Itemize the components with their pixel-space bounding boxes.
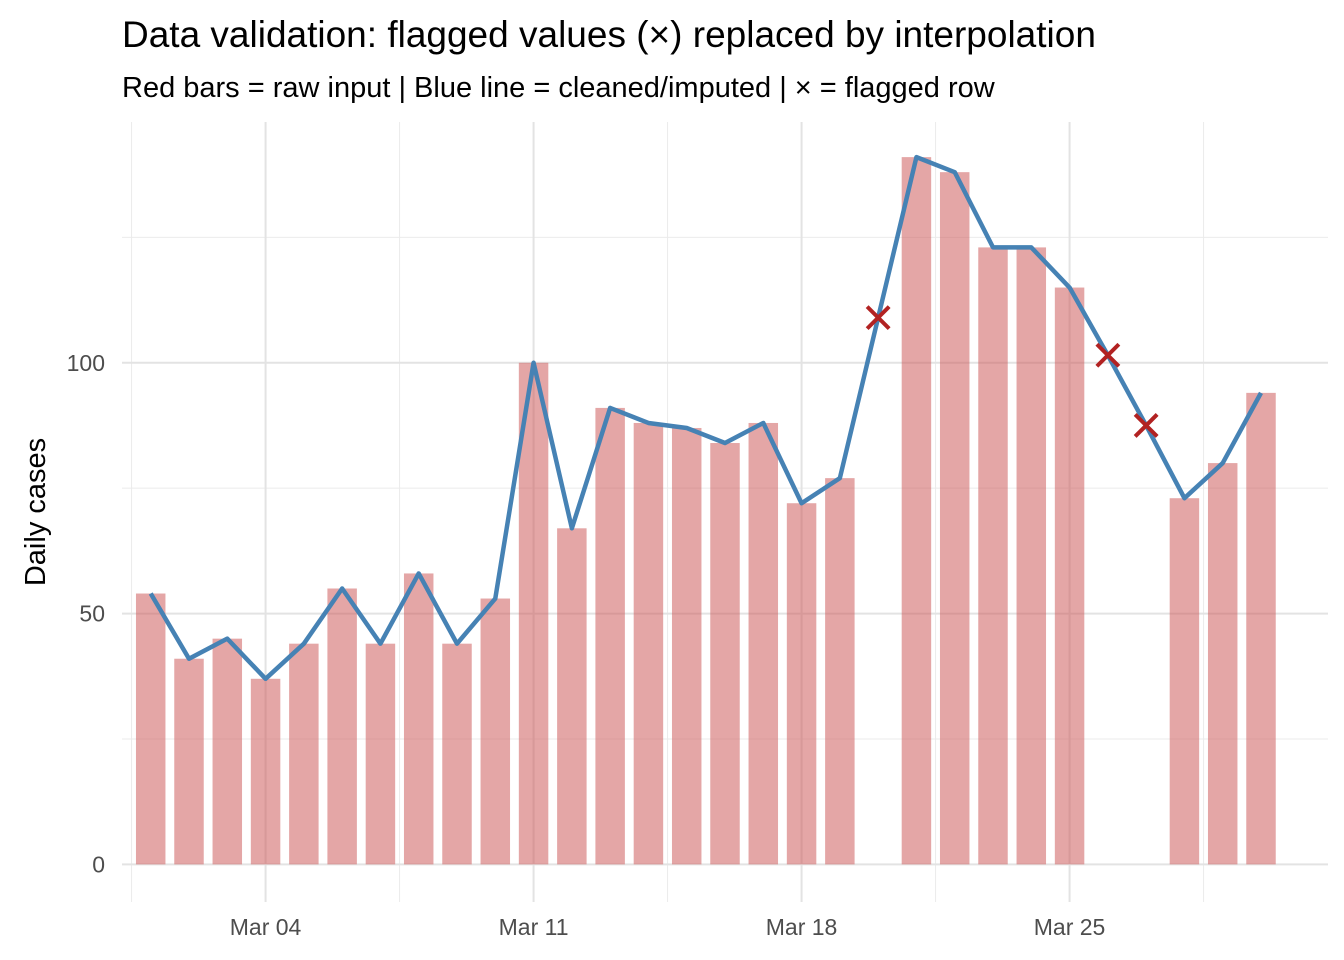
x-tick-label: Mar 25 [1034,914,1106,940]
raw-input-bar [480,598,511,865]
x-tick-label: Mar 04 [230,914,302,940]
axis-layer: 0 50 100 Mar 04 Mar 11 Mar 18 Mar 25 Daily case… [20,350,1105,940]
line-layer [148,154,1263,682]
bar-layer [135,157,1276,865]
y-tick-label: 50 [79,601,105,627]
raw-input-bar [557,528,587,865]
y-axis-title: Daily cases [20,438,52,586]
grid-layer [122,122,1328,902]
raw-input-bar [403,573,434,865]
flagged-marker-stroke [1095,342,1121,368]
raw-input-bar [135,593,166,865]
raw-input-bar [289,643,319,865]
flagged-row-marker [1133,413,1159,438]
raw-input-bar [442,643,472,865]
x-tick-label: Mar 18 [766,914,838,940]
flagged-marker-stroke [1133,413,1159,438]
y-tick-label: 0 [92,851,105,877]
raw-input-bar [518,362,549,865]
marker-layer [865,305,1159,438]
flagged-row-marker [1095,342,1121,368]
raw-input-bar [786,503,817,865]
raw-input-bar [710,443,740,865]
flagged-marker-stroke [865,305,891,331]
raw-input-bar [1054,287,1085,865]
raw-input-bar [595,407,625,865]
raw-input-bar [978,247,1008,865]
raw-input-bar [671,427,702,865]
raw-input-bar [1207,463,1238,865]
raw-input-bar [1246,392,1276,865]
raw-input-bar [939,172,970,865]
raw-input-bar [1169,498,1200,865]
raw-input-bar [901,157,932,865]
cleaned-series-line [148,154,1263,682]
raw-input-bar [174,658,204,865]
raw-input-bar [327,588,357,865]
raw-input-bar [748,422,779,865]
raw-input-bar [825,478,855,865]
raw-input-bar [365,643,396,865]
raw-input-bar [250,678,281,865]
raw-input-bar [633,422,664,865]
raw-input-bar [212,638,243,865]
y-tick-label: 100 [67,350,105,376]
flagged-row-marker [865,305,891,331]
chart-title: Data validation: flagged values (×) repl… [122,14,1096,55]
chart-subtitle: Red bars = raw input | Blue line = clean… [122,72,995,104]
raw-input-bar [1016,247,1047,865]
x-tick-label: Mar 11 [499,914,569,940]
